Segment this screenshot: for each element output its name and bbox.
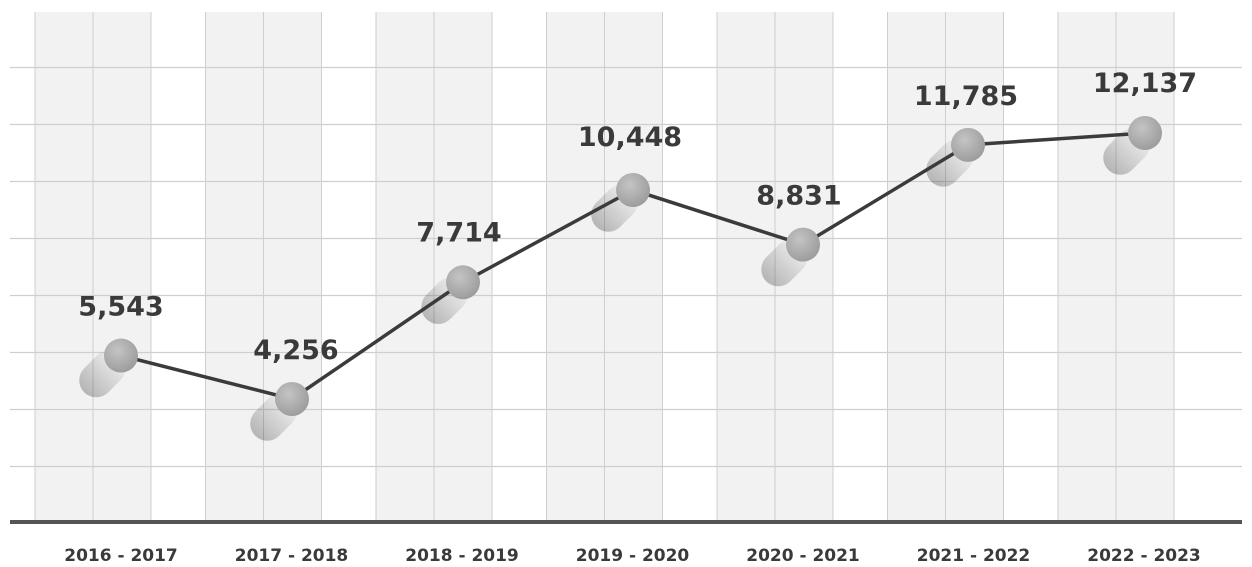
- x-tick-label: 2018 - 2019: [405, 546, 519, 566]
- x-tick-label: 2019 - 2020: [576, 546, 690, 566]
- x-tick-label: 2022 - 2023: [1087, 546, 1201, 566]
- data-label: 7,714: [416, 217, 501, 248]
- data-label: 12,137: [1093, 68, 1197, 99]
- data-point: [275, 382, 309, 416]
- data-label: 8,831: [756, 181, 841, 212]
- data-point: [951, 127, 985, 162]
- x-tick-label: 2017 - 2018: [235, 546, 349, 566]
- x-tick-label: 2020 - 2021: [746, 546, 860, 566]
- data-label: 5,543: [78, 292, 163, 323]
- data-label: 10,448: [578, 122, 682, 153]
- data-point: [1128, 116, 1162, 150]
- data-point: [446, 265, 480, 300]
- data-point: [786, 227, 820, 262]
- data-point: [616, 173, 650, 208]
- data-labels: 5,543 4,256 7,714 10,448 8,831 11,785 12,137: [78, 68, 1197, 366]
- data-label: 11,785: [914, 81, 1018, 112]
- data-markers: [104, 116, 1162, 416]
- data-label: 4,256: [253, 335, 338, 366]
- x-tick-label: 2016 - 2017: [64, 546, 178, 566]
- column-bands: [34, 12, 1175, 522]
- data-point: [104, 338, 138, 373]
- x-tick-labels: 2016 - 2017 2017 - 2018 2018 - 2019 2019 - …: [64, 546, 1201, 566]
- x-tick-label: 2021 - 2022: [917, 546, 1031, 566]
